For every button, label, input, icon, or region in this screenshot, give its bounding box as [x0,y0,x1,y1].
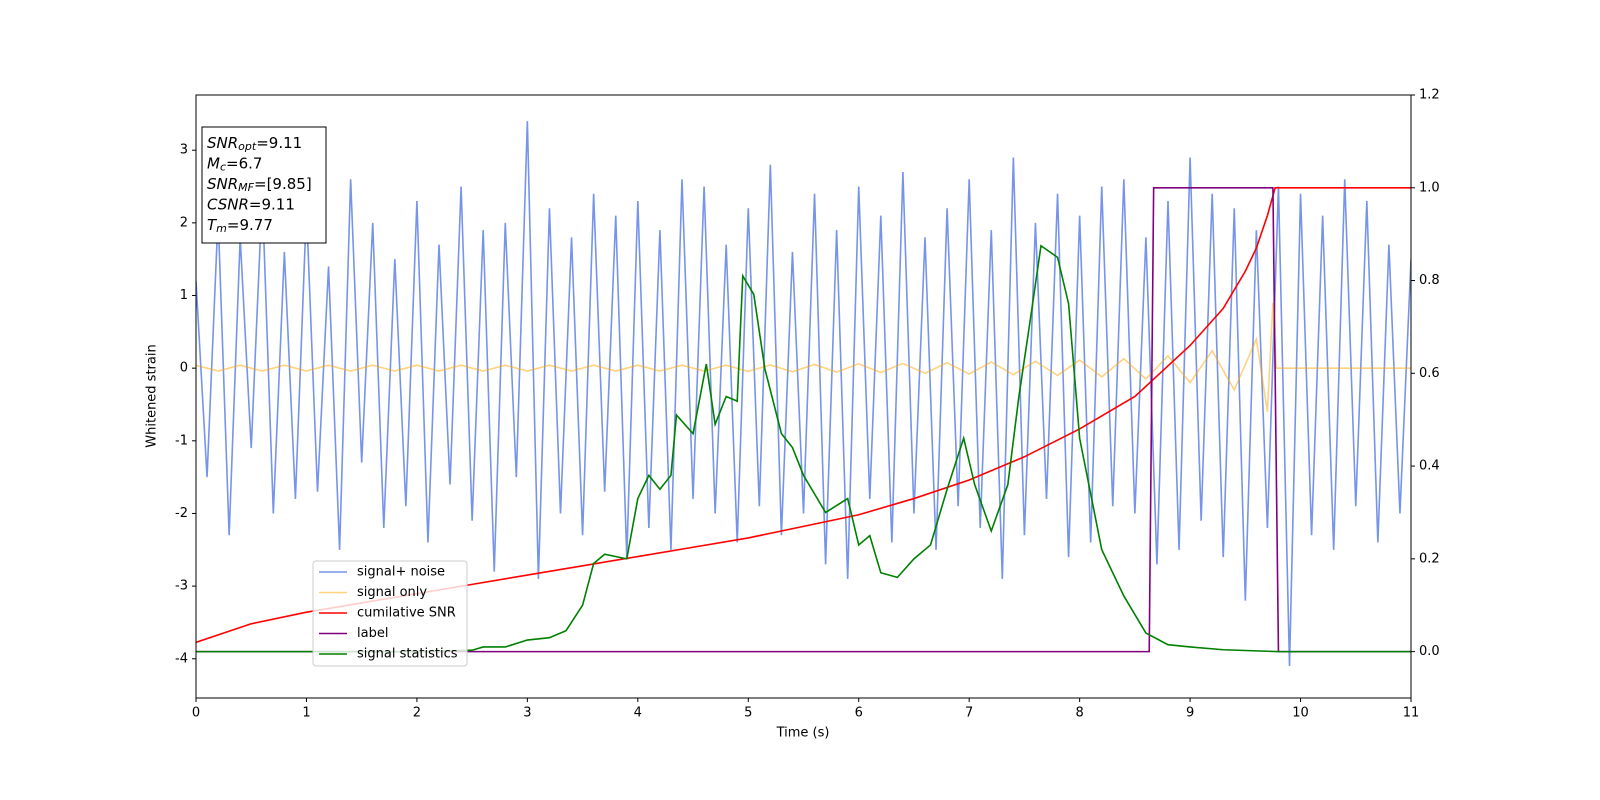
annotation: Mc=6.7 [207,154,262,174]
y2-tick-label: 0.8 [1419,273,1440,288]
legend-label: label [357,626,388,641]
x-tick-label: 6 [855,706,863,721]
legend-label: signal only [357,585,427,600]
series-line [196,302,1411,412]
y2-tick-label: 0.6 [1419,366,1440,381]
axes-frame [195,94,1412,699]
annotation-symbol: SNR [207,175,238,193]
y-tick-label: -4 [175,651,188,666]
y2-tick-label: 1.2 [1419,88,1440,103]
x-tick-label: 9 [1186,706,1194,721]
y-tick-label: 1 [180,288,188,303]
x-tick-label: 10 [1292,706,1309,721]
annotation-subscript: c [220,161,226,174]
y-tick-label: 3 [180,143,188,158]
y-axis-label: Whitened strain [145,344,160,447]
legend-frame [312,560,468,667]
x-tick-label: 1 [302,706,310,721]
x-tick-label: 3 [523,706,531,721]
y-tick-label: -3 [175,579,188,594]
x-tick-label: 8 [1075,706,1083,721]
x-tick-label: 7 [965,706,973,721]
annotation: SNRMF=[9.85] [207,175,312,195]
annotation: Tm=9.77 [207,216,273,236]
annotation-frame [201,126,327,244]
series-line [196,121,1411,667]
legend: signal+ noise signal only cumilative SNR la… [312,560,468,667]
annotation-symbol: SNR [207,134,238,152]
y-tick-label: -2 [175,506,188,521]
annotation-symbol: CSNR [207,195,249,213]
legend-label: signal+ noise [357,565,445,580]
annotation: CSNR=9.11 [207,195,295,213]
x-tick-label: 4 [634,706,642,721]
annotation-subscript: opt [238,140,257,153]
legend-label: signal statistics [357,647,458,662]
series-line [196,244,1411,653]
y2-tick-label: 0.4 [1419,459,1440,474]
annotation-value: =6.7 [226,154,262,172]
annotation-box: SNRopt=9.11Mc=6.7SNRMF=[9.85]CSNR=9.11Tm… [201,126,327,244]
x-tick-label: 0 [192,706,200,721]
y-tick-label: 2 [180,215,188,230]
legend-label: cumilative SNR [357,606,456,621]
annotation-symbol: M [207,154,220,172]
annotation-value: =9.77 [227,216,273,234]
y-tick-label: -1 [175,433,188,448]
y-tick-label: 0 [180,361,188,376]
y2-tick-label: 0.2 [1419,551,1440,566]
annotation-value: =9.11 [249,195,295,213]
x-axis-label: Time (s) [776,726,830,741]
annotation-symbol: T [207,216,218,234]
annotation-subscript: MF [238,181,254,194]
x-tick-label: 11 [1403,706,1420,721]
annotation-subscript: m [216,222,227,235]
annotation-value: =[9.85] [254,175,312,193]
x-tick-label: 2 [413,706,421,721]
x-tick-label: 5 [744,706,752,721]
y2-tick-label: 0.0 [1419,644,1440,659]
annotation-value: =9.11 [256,134,302,152]
y2-tick-label: 1.0 [1419,180,1440,195]
annotation: SNRopt=9.11 [207,134,302,154]
